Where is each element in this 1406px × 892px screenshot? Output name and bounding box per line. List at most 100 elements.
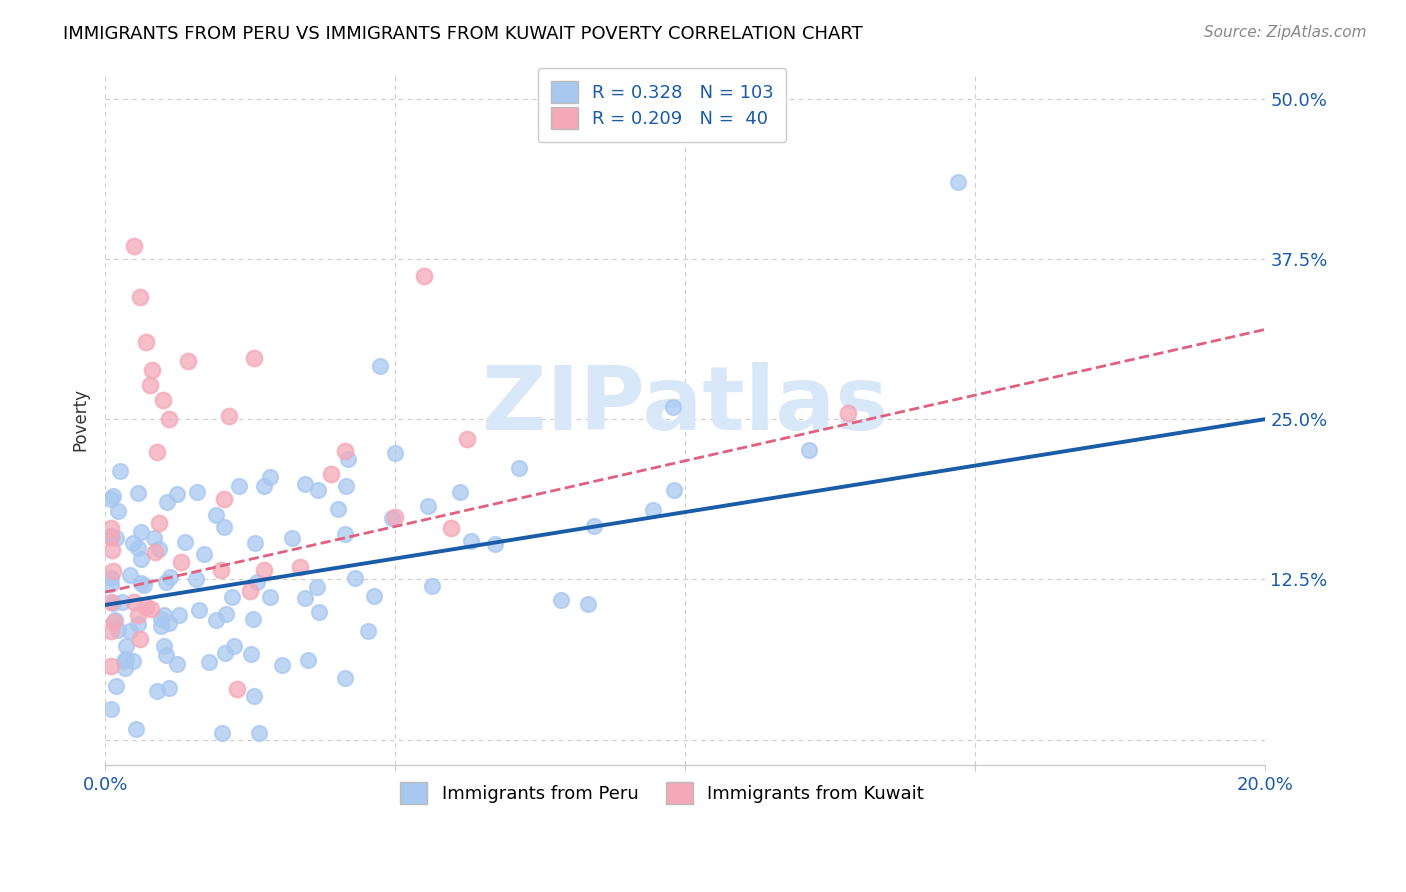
Point xyxy=(121,654,143,668)
Point xyxy=(242,690,264,704)
Point xyxy=(193,548,215,562)
Point xyxy=(127,486,149,500)
Point xyxy=(148,541,170,556)
Point xyxy=(127,541,149,555)
Point xyxy=(115,639,138,653)
Point xyxy=(170,555,193,569)
Point xyxy=(155,574,177,589)
Point xyxy=(214,492,236,507)
Point xyxy=(308,605,330,619)
Point xyxy=(209,563,232,577)
Point xyxy=(357,624,380,639)
Point xyxy=(129,525,152,540)
Point xyxy=(259,470,281,484)
Point xyxy=(319,467,342,481)
Point xyxy=(242,612,264,626)
Point xyxy=(129,551,152,566)
Point xyxy=(449,485,471,500)
Point xyxy=(122,595,145,609)
Point xyxy=(576,598,599,612)
Point xyxy=(132,578,155,592)
Text: ZIPatlas: ZIPatlas xyxy=(482,362,889,449)
Point xyxy=(101,565,124,579)
Point xyxy=(166,657,188,671)
Point xyxy=(157,681,180,696)
Point xyxy=(105,679,128,693)
Point xyxy=(107,624,129,638)
Point xyxy=(100,577,122,591)
Point xyxy=(141,363,163,377)
Point xyxy=(326,501,349,516)
Point xyxy=(150,611,173,625)
Point xyxy=(122,239,145,253)
Point xyxy=(145,445,167,459)
Point xyxy=(294,591,316,606)
Point xyxy=(335,479,357,493)
Point xyxy=(104,531,127,545)
Point xyxy=(135,600,157,615)
Point xyxy=(159,570,181,584)
Point xyxy=(253,479,276,493)
Point xyxy=(124,722,146,736)
Point xyxy=(307,483,329,498)
Point xyxy=(142,531,165,545)
Point xyxy=(101,596,124,610)
Point xyxy=(101,543,124,558)
Point xyxy=(641,503,664,517)
Point xyxy=(218,409,240,423)
Point xyxy=(335,444,357,458)
Point xyxy=(139,378,162,392)
Text: IMMIGRANTS FROM PERU VS IMMIGRANTS FROM KUWAIT POVERTY CORRELATION CHART: IMMIGRANTS FROM PERU VS IMMIGRANTS FROM … xyxy=(63,25,863,43)
Point xyxy=(100,492,122,507)
Point xyxy=(288,560,311,574)
Point xyxy=(100,702,122,716)
Point xyxy=(214,646,236,660)
Point xyxy=(110,464,132,478)
Point xyxy=(333,671,356,685)
Point xyxy=(384,509,406,524)
Point xyxy=(129,290,152,304)
Point xyxy=(100,530,122,544)
Point xyxy=(214,519,236,533)
Point xyxy=(143,545,166,559)
Point xyxy=(155,648,177,662)
Point xyxy=(198,655,221,669)
Point xyxy=(211,726,233,740)
Point xyxy=(188,603,211,617)
Point xyxy=(508,461,530,475)
Point xyxy=(583,518,606,533)
Point xyxy=(100,624,122,639)
Point xyxy=(240,648,263,662)
Point xyxy=(152,392,174,407)
Point xyxy=(131,575,153,590)
Point xyxy=(153,608,176,623)
Legend: Immigrants from Peru, Immigrants from Kuwait: Immigrants from Peru, Immigrants from Ku… xyxy=(389,772,935,815)
Point xyxy=(184,572,207,586)
Point xyxy=(157,412,180,426)
Point xyxy=(226,682,249,697)
Point xyxy=(363,589,385,603)
Point xyxy=(239,584,262,599)
Point xyxy=(100,571,122,585)
Point xyxy=(100,521,122,535)
Point xyxy=(381,511,404,525)
Point xyxy=(128,632,150,646)
Point xyxy=(103,615,125,629)
Point xyxy=(368,359,391,373)
Point xyxy=(837,406,859,420)
Point xyxy=(297,652,319,666)
Point xyxy=(246,575,269,590)
Text: Source: ZipAtlas.com: Source: ZipAtlas.com xyxy=(1204,25,1367,40)
Point xyxy=(169,608,191,623)
Point xyxy=(112,654,135,668)
Point xyxy=(440,520,463,534)
Point xyxy=(186,485,208,500)
Point xyxy=(418,499,440,513)
Point xyxy=(664,483,686,498)
Point xyxy=(946,175,969,189)
Point xyxy=(145,683,167,698)
Point xyxy=(114,661,136,675)
Point xyxy=(155,495,177,509)
Point xyxy=(456,432,478,446)
Point xyxy=(460,533,482,548)
